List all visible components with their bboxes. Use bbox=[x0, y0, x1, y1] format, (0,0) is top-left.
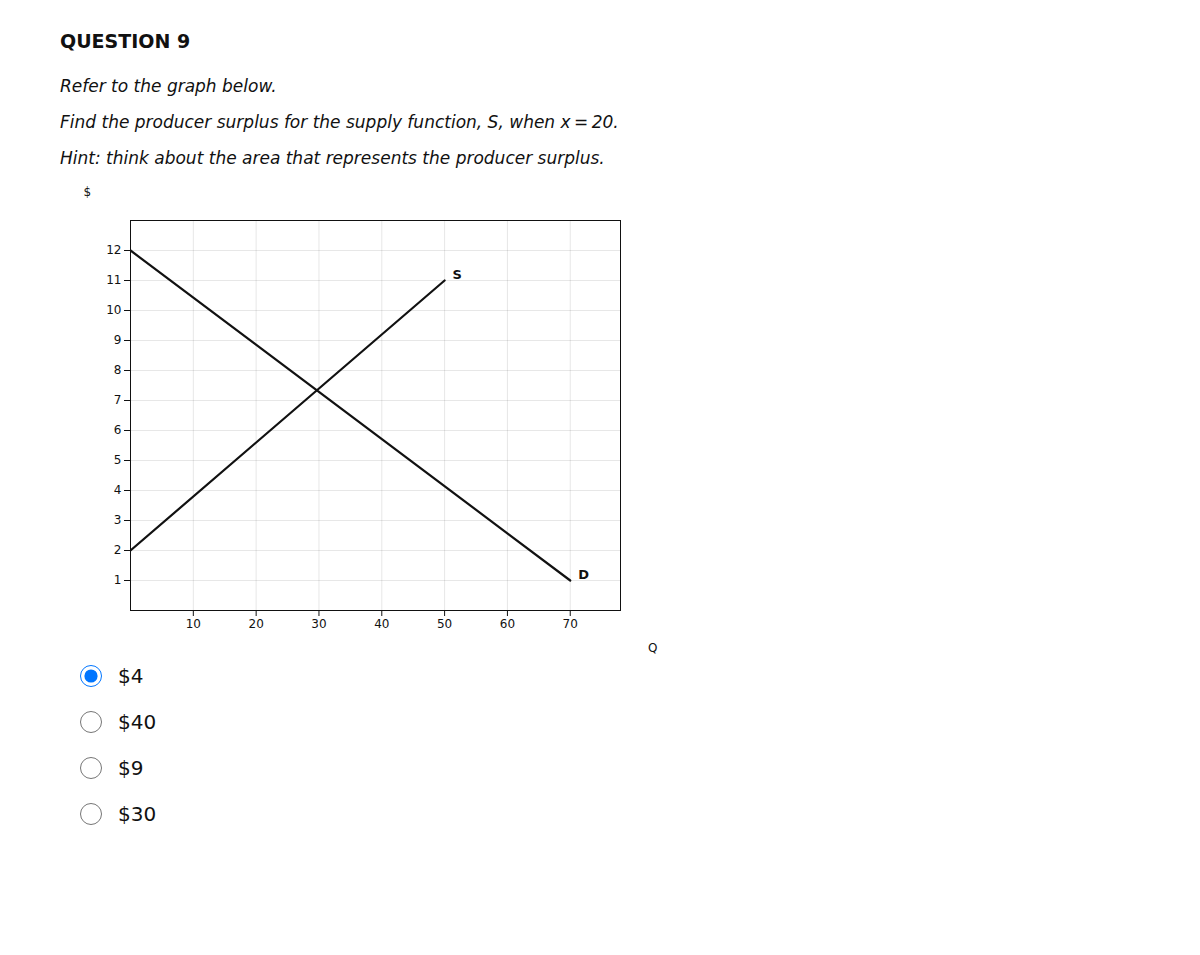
svg-text:11: 11 bbox=[106, 273, 121, 287]
html-text:Hint: think about the area tha: Hint: think about the area that represen… bbox=[60, 148, 605, 168]
svg-text:7: 7 bbox=[114, 393, 122, 407]
html-text:$4: $4 bbox=[118, 664, 144, 688]
svg-text:60: 60 bbox=[500, 617, 515, 631]
svg-text:8: 8 bbox=[114, 363, 122, 377]
html-text:$30: $30 bbox=[118, 802, 157, 826]
html-text:QUESTION 9: QUESTION 9 bbox=[60, 30, 191, 52]
svg-text:70: 70 bbox=[563, 617, 578, 631]
svg-text:5: 5 bbox=[114, 453, 122, 467]
svg-text:10: 10 bbox=[186, 617, 201, 631]
svg-text:2: 2 bbox=[114, 543, 122, 557]
svg-text:$: $ bbox=[84, 185, 92, 199]
svg-text:3: 3 bbox=[114, 513, 122, 527]
svg-text:30: 30 bbox=[311, 617, 326, 631]
svg-text:S: S bbox=[453, 267, 462, 282]
svg-text:40: 40 bbox=[374, 617, 389, 631]
html-text:Find the producer surplus for: Find the producer surplus for the supply… bbox=[60, 112, 619, 132]
html-text:$40: $40 bbox=[118, 710, 157, 734]
svg-text:4: 4 bbox=[114, 483, 122, 497]
svg-text:D: D bbox=[578, 567, 589, 582]
svg-text:9: 9 bbox=[114, 333, 122, 347]
svg-text:12: 12 bbox=[106, 243, 121, 257]
svg-text:1: 1 bbox=[114, 573, 122, 587]
html-text:$9: $9 bbox=[118, 756, 144, 780]
svg-text:50: 50 bbox=[437, 617, 452, 631]
svg-text:20: 20 bbox=[249, 617, 264, 631]
svg-text:10: 10 bbox=[106, 303, 121, 317]
svg-text:6: 6 bbox=[114, 423, 122, 437]
svg-text:Q: Q bbox=[648, 641, 657, 655]
html-text:Refer to the graph below.: Refer to the graph below. bbox=[60, 76, 277, 96]
